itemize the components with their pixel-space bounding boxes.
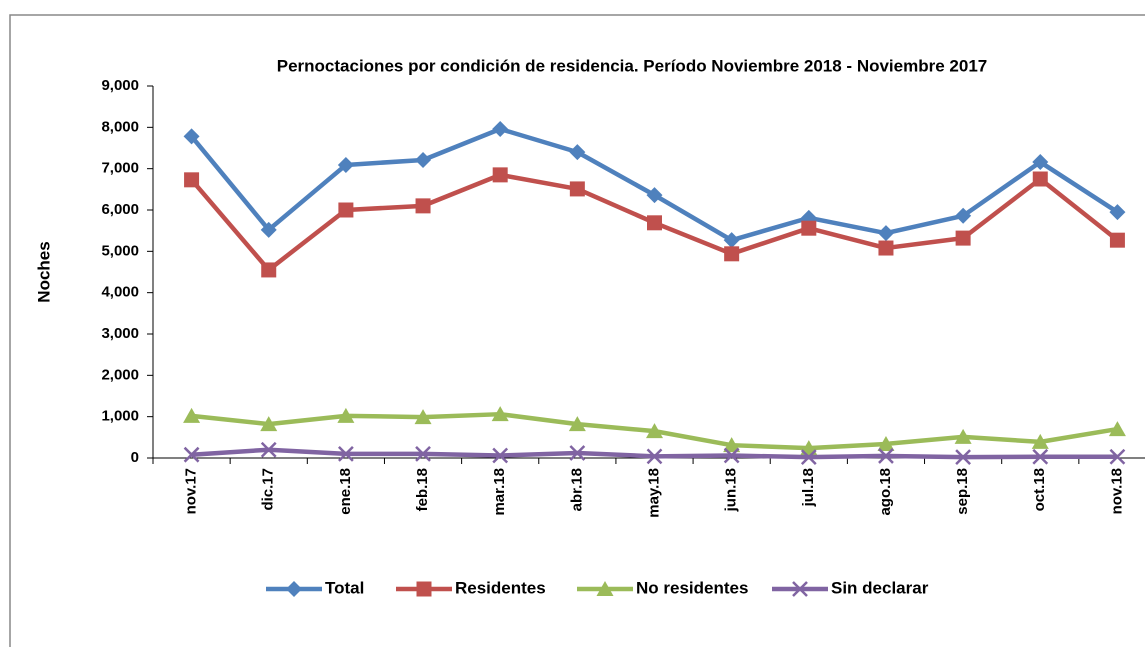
x-tick-label: nov.17 [183, 468, 200, 514]
y-tick-label: 2,000 [101, 366, 139, 383]
y-tick-label: 8,000 [101, 118, 139, 135]
data-point [183, 407, 201, 423]
data-point [261, 262, 277, 278]
data-point [338, 445, 354, 462]
data-point [646, 187, 663, 204]
x-tick-label: mar.18 [491, 468, 508, 516]
data-point [415, 198, 431, 214]
data-point [569, 445, 586, 461]
legend-label: Total [325, 578, 364, 597]
data-point [1032, 448, 1049, 465]
data-point [1109, 448, 1126, 465]
y-tick-label: 0 [131, 449, 139, 466]
y-tick-label: 9,000 [101, 77, 139, 94]
data-point [491, 406, 509, 422]
data-point [878, 448, 894, 464]
data-point [415, 445, 431, 462]
y-tick-label: 6,000 [101, 201, 139, 218]
data-point [415, 151, 432, 168]
data-point [414, 409, 432, 425]
data-point [569, 144, 586, 161]
legend-label: No residentes [636, 578, 748, 597]
data-point [337, 156, 354, 173]
data-point [955, 207, 972, 224]
data-point [877, 435, 895, 451]
data-point [1032, 154, 1049, 171]
legend-label: Residentes [455, 578, 546, 597]
data-point [877, 225, 894, 242]
data-point [801, 220, 817, 236]
data-point [569, 181, 585, 197]
data-point [954, 428, 972, 444]
legend-marker [416, 581, 432, 597]
x-tick-label: abr.18 [568, 468, 585, 511]
data-point [1031, 433, 1049, 449]
data-point [260, 221, 277, 238]
chart-frame [9, 14, 1145, 647]
data-point [724, 246, 740, 262]
data-point [492, 447, 509, 464]
data-point [260, 416, 278, 432]
data-point [723, 447, 740, 464]
x-tick-label: dic.17 [260, 468, 277, 511]
data-point [646, 423, 663, 439]
data-point [647, 215, 662, 231]
data-point [183, 446, 200, 463]
x-tick-label: sep.18 [954, 468, 971, 515]
data-point [492, 167, 508, 183]
data-point [184, 172, 200, 188]
data-point [955, 449, 971, 466]
data-point [878, 240, 894, 256]
chart-title: Pernoctaciones por condición de residenc… [277, 56, 987, 75]
data-point [260, 441, 277, 458]
legend-marker [286, 581, 302, 597]
y-tick-label: 5,000 [101, 242, 139, 259]
x-tick-label: ago.18 [877, 468, 894, 516]
legend-label: Sin declarar [831, 578, 929, 597]
data-point [646, 448, 663, 465]
data-point [568, 416, 586, 432]
x-tick-label: feb.18 [414, 468, 431, 511]
data-point [183, 128, 200, 145]
legend-marker [596, 581, 614, 596]
y-tick-label: 1,000 [101, 408, 139, 425]
data-point [800, 449, 817, 466]
y-axis-label: Noches [34, 241, 53, 302]
x-tick-label: oct.18 [1031, 468, 1048, 511]
x-tick-label: may.18 [645, 468, 662, 518]
data-point [723, 232, 740, 249]
legend-marker [792, 581, 808, 597]
y-tick-label: 3,000 [101, 325, 139, 342]
data-point [337, 407, 355, 423]
data-point [955, 230, 971, 246]
data-point [1032, 171, 1048, 187]
data-point [723, 437, 741, 453]
data-point [1109, 204, 1126, 221]
y-tick-label: 4,000 [101, 284, 139, 301]
data-point [492, 120, 509, 137]
x-tick-label: ene.18 [337, 468, 354, 515]
y-tick-label: 7,000 [101, 160, 139, 177]
x-tick-label: jun.18 [723, 468, 740, 512]
data-point [1108, 421, 1126, 437]
data-point [1109, 232, 1125, 248]
x-tick-label: jul.18 [800, 468, 817, 507]
x-tick-label: nov.18 [1108, 468, 1125, 514]
data-point [338, 202, 354, 218]
